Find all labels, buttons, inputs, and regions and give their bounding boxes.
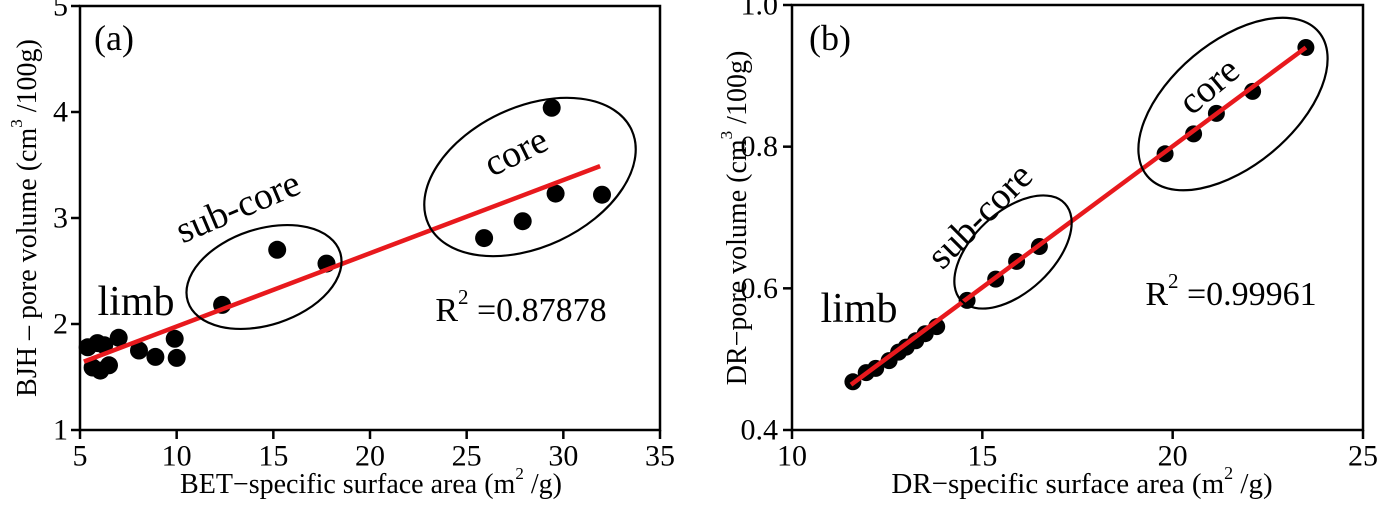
cluster-ellipse-1	[399, 66, 661, 288]
y-axis-label: BJH – pore volume (cm3 /100g)	[7, 39, 43, 397]
x-axis-label: DR−specific surface area (m2 /g)	[891, 463, 1272, 500]
panel-tag: (a)	[94, 18, 134, 58]
x-axis-label: BET−specific surface area (m2 /g)	[180, 464, 562, 500]
y-tick-label: 1	[53, 414, 68, 447]
fit-line	[851, 48, 1306, 385]
y-tick-label: 0.4	[741, 414, 779, 447]
x-tick-label: 25	[1348, 440, 1378, 473]
y-tick-label: 3	[53, 202, 68, 235]
data-point-limb	[146, 348, 164, 366]
data-point-core	[475, 229, 493, 247]
r-squared-label: R2 =0.99961	[1145, 269, 1316, 313]
y-tick-label: 1.0	[741, 0, 779, 22]
data-point-core	[543, 99, 561, 117]
y-tick-label: 4	[53, 96, 68, 129]
data-point-sub-core	[268, 241, 286, 259]
y-tick-label: 5	[53, 0, 68, 23]
cluster-ellipse-1	[1107, 0, 1358, 223]
r-squared-label: R2 =0.87878	[435, 285, 606, 329]
x-tick-label: 35	[645, 440, 675, 473]
x-tick-label: 5	[73, 440, 88, 473]
y-tick-label: 2	[53, 308, 68, 341]
x-tick-label: 10	[777, 440, 807, 473]
cluster-label-sub-core: sub-core	[170, 162, 307, 252]
data-point-core	[593, 186, 611, 204]
cluster-label-limb: limb	[97, 279, 174, 325]
data-point-limb	[168, 349, 186, 367]
cluster-label-core: core	[1170, 49, 1247, 123]
cluster-label-core: core	[477, 119, 554, 185]
cluster-label-limb: limb	[820, 286, 897, 332]
data-point-limb	[166, 330, 184, 348]
data-point-core	[514, 212, 532, 230]
data-point-limb	[100, 356, 118, 374]
plot-border	[80, 6, 660, 430]
y-axis-label: DR−pore volume (cm3 /100g)	[717, 51, 753, 386]
panel-tag: (b)	[809, 18, 851, 58]
